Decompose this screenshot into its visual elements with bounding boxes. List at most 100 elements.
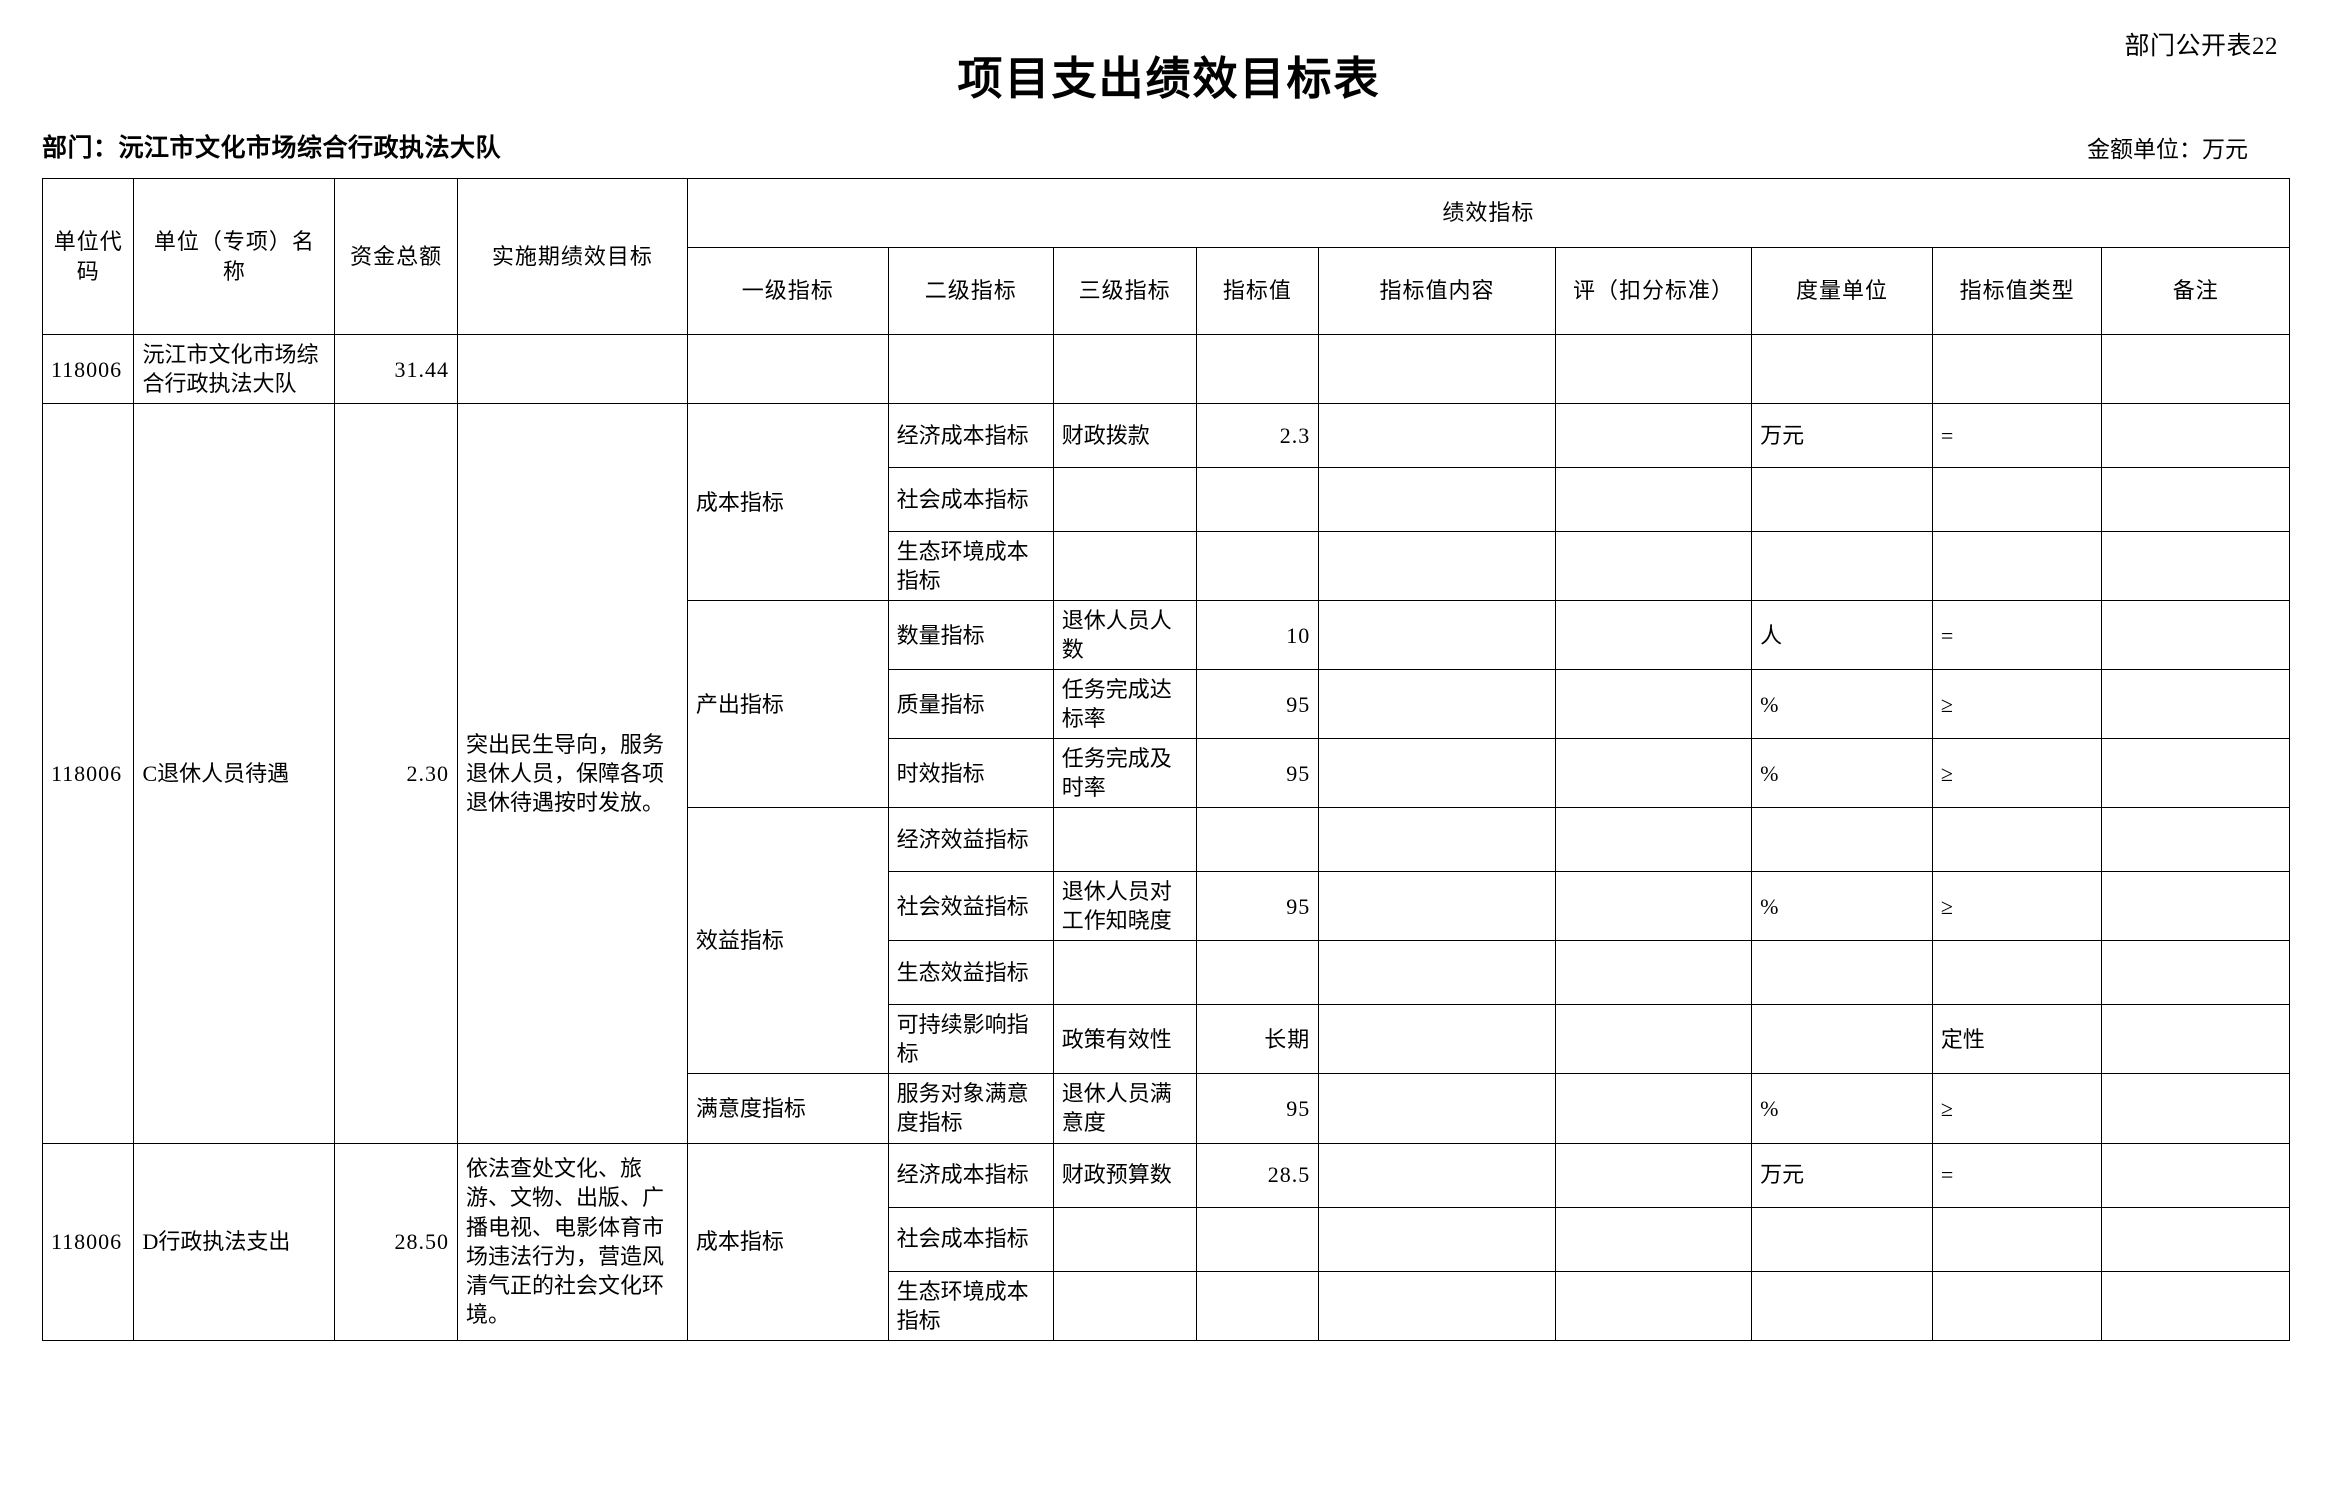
cell-value-content xyxy=(1318,1073,1556,1144)
cell-unit-name: C退休人员待遇 xyxy=(133,403,336,1144)
cell-measure-unit xyxy=(1751,807,1933,873)
table-header-row-1: 单位代码 单位（专项）名称 资金总额 实施期绩效目标 绩效指标 xyxy=(41,178,2291,335)
cell-remark xyxy=(2101,1004,2290,1075)
cell-value-type: 定性 xyxy=(1931,1004,2103,1075)
cell-level3: 任务完成及时率 xyxy=(1052,738,1197,809)
cell-scoring xyxy=(1554,1206,1753,1272)
cell-value xyxy=(1195,1206,1320,1272)
cell-level2: 生态环境成本指标 xyxy=(887,1270,1054,1341)
header-unit-name: 单位（专项）名称 xyxy=(133,178,336,335)
cell-remark xyxy=(2101,669,2290,740)
cell-value-type xyxy=(1931,333,2103,405)
cell-scoring xyxy=(1554,940,1753,1006)
cell-scoring xyxy=(1554,403,1753,469)
cell-remark xyxy=(2101,531,2290,602)
form-number-label: 部门公开表22 xyxy=(2124,33,2278,60)
cell-value-content xyxy=(1318,871,1556,942)
header-value: 指标值 xyxy=(1195,247,1320,335)
header-level2: 二级指标 xyxy=(887,247,1054,335)
cell-value xyxy=(1195,807,1320,873)
cell-period-goal: 突出民生导向，服务退休人员，保障各项退休待遇按时发放。 xyxy=(457,403,688,1144)
cell-level2: 质量指标 xyxy=(887,669,1054,740)
cell-level3 xyxy=(1052,531,1197,602)
cell-level2: 时效指标 xyxy=(887,738,1054,809)
cell-unit-code: 118006 xyxy=(41,333,135,405)
table-row: 满意度指标 服务对象满意度指标 退休人员满意度 95% ≥ xyxy=(43,1073,2290,1144)
cell-remark xyxy=(2101,467,2290,533)
cell-level3 xyxy=(1052,1206,1197,1272)
cell-measure-unit: 万元 xyxy=(1751,403,1933,469)
table-row: 可持续影响指标 政策有效性 长期 定性 xyxy=(43,1004,2290,1075)
table-row: 生态效益指标 xyxy=(43,940,2290,1006)
cell-measure-unit xyxy=(1751,531,1933,602)
table-row: 社会效益指标 退休人员对工作知晓度 95% ≥ xyxy=(43,871,2290,942)
cell-level3 xyxy=(1052,807,1197,873)
cell-level2: 数量指标 xyxy=(887,600,1054,671)
cell-scoring xyxy=(1554,1004,1753,1075)
cell-remark xyxy=(2101,600,2290,671)
cell-measure-unit: 人 xyxy=(1751,600,1933,671)
cell-level2: 经济成本指标 xyxy=(887,403,1054,469)
cell-scoring xyxy=(1554,807,1753,873)
meta-row: 部门：沅江市文化市场综合行政执法大队 金额单位：万元 xyxy=(30,128,2308,176)
cell-scoring xyxy=(1554,1270,1753,1341)
cell-period-goal xyxy=(457,333,688,405)
cell-scoring xyxy=(1554,333,1753,405)
cell-remark xyxy=(2101,1270,2290,1341)
cell-measure-unit xyxy=(1751,467,1933,533)
table-row: 生态环境成本指标 xyxy=(43,1270,2290,1341)
table-row: 产出指标 数量指标 退休人员人数 10 人 = xyxy=(43,600,2290,809)
cell-measure-unit xyxy=(1751,333,1933,405)
cell-value-content xyxy=(1318,738,1556,809)
cell-level3: 任务完成达标率 xyxy=(1052,669,1197,740)
cell-unit-code: 118006 xyxy=(41,403,135,1144)
cell-level1: 产出指标 xyxy=(686,600,889,809)
cell-measure-unit xyxy=(1751,1270,1933,1341)
cell-value-type xyxy=(1931,531,2103,602)
cell-level2: 经济成本指标 xyxy=(887,1142,1054,1208)
performance-goal-table: 单位代码 单位（专项）名称 资金总额 实施期绩效目标 绩效指标 一级指标 二级指… xyxy=(41,178,2291,1341)
cell-level3: 退休人员满意度 xyxy=(1052,1073,1197,1144)
cell-level1: 满意度指标 xyxy=(686,1073,889,1144)
cell-level2: 服务对象满意度指标 xyxy=(887,1073,1054,1144)
cell-value-type: = xyxy=(1931,600,2103,671)
cell-value-type: = xyxy=(1931,403,2103,469)
cell-value-type: ≥ xyxy=(1931,669,2103,740)
header-total-amount: 资金总额 xyxy=(334,178,459,335)
cell-level2: 经济效益指标 xyxy=(887,807,1054,873)
header-measure-unit: 度量单位 xyxy=(1751,247,1933,335)
header-period-goal: 实施期绩效目标 xyxy=(457,178,688,335)
cell-value: 2.3 xyxy=(1195,403,1320,469)
cell-value: 95 xyxy=(1195,871,1320,942)
cell-value: 95 xyxy=(1195,669,1320,740)
cell-value xyxy=(1195,333,1320,405)
cell-level2: 社会成本指标 xyxy=(887,1206,1054,1272)
cell-unit-name: 沅江市文化市场综合行政执法大队 xyxy=(133,333,336,405)
cell-value: 长期 xyxy=(1195,1004,1320,1075)
cell-level2 xyxy=(887,333,1054,405)
cell-value-content xyxy=(1318,333,1556,405)
cell-total-amount: 2.30 xyxy=(334,403,459,1144)
cell-value-type: ≥ xyxy=(1931,1073,2103,1144)
table-row: 效益指标 经济效益指标 xyxy=(43,807,2290,1075)
table-row: 时效指标 任务完成及时率 95% ≥ xyxy=(43,738,2290,809)
cell-value-content xyxy=(1318,940,1556,1006)
cell-value-type xyxy=(1931,1206,2103,1272)
cell-scoring xyxy=(1554,1142,1753,1208)
cell-level2: 社会效益指标 xyxy=(887,871,1054,942)
header-level1: 一级指标 xyxy=(686,247,889,335)
cell-level3: 政策有效性 xyxy=(1052,1004,1197,1075)
cell-level2: 可持续影响指标 xyxy=(887,1004,1054,1075)
cell-measure-unit: 万元 xyxy=(1751,1142,1933,1208)
cell-scoring xyxy=(1554,467,1753,533)
cell-scoring xyxy=(1554,871,1753,942)
department-label: 部门：沅江市文化市场综合行政执法大队 xyxy=(42,135,502,162)
cell-measure-unit xyxy=(1751,1206,1933,1272)
cell-measure-unit xyxy=(1751,940,1933,1006)
cell-value: 10 xyxy=(1195,600,1320,671)
cell-level2: 社会成本指标 xyxy=(887,467,1054,533)
cell-remark xyxy=(2101,807,2290,873)
cell-total-amount: 31.44 xyxy=(334,333,459,405)
cell-measure-unit: % xyxy=(1751,738,1933,809)
